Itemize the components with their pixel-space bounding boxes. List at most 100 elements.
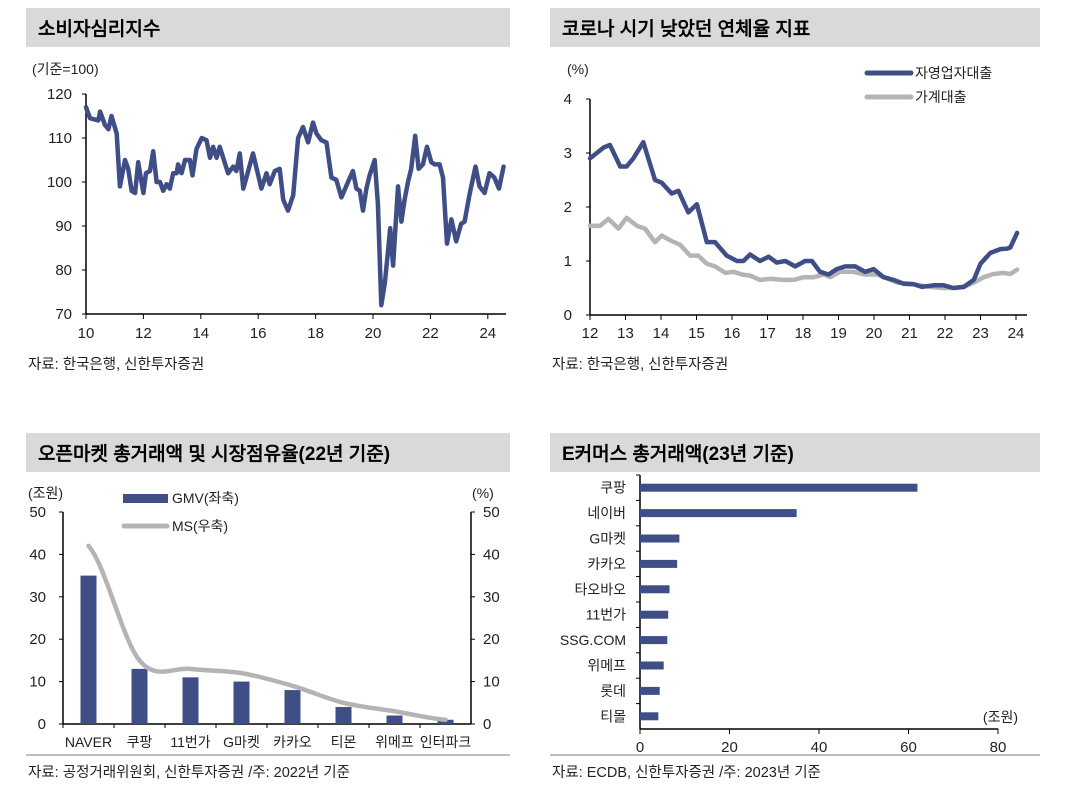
y-tick-label: 네이버 — [587, 505, 626, 521]
y-tick-label: SSG.COM — [560, 632, 626, 648]
y-tick-label: 40 — [29, 546, 46, 563]
x-tick-label: 카카오 — [273, 734, 312, 750]
bar-gmv — [640, 534, 680, 543]
x-tick-label: 티몬 — [331, 734, 357, 750]
y-tick-label: 4 — [564, 91, 572, 108]
bar-gmv — [386, 715, 403, 724]
source-note: 자료: ECDB, 신한투자증권 /주: 2023년 기준 — [552, 764, 821, 781]
x-tick-label: 16 — [724, 325, 741, 342]
y-tick-label: 3 — [564, 145, 572, 162]
y-tick-label: 1 — [564, 253, 572, 270]
y-tick-label: 11번가 — [586, 607, 626, 623]
chart-title: 소비자심리지수 — [38, 18, 160, 40]
bar-gmv — [640, 712, 659, 721]
bar-gmv — [131, 668, 148, 724]
y2-tick-label: 20 — [483, 631, 500, 648]
bar-gmv — [284, 690, 301, 724]
y-tick-label: 90 — [55, 218, 72, 235]
legend: 자영업자대출 가계대출 — [864, 65, 992, 105]
bar-gmv — [640, 509, 797, 518]
legend-label: 가계대출 — [915, 89, 967, 105]
legend: GMV(좌축) MS(우축) — [121, 490, 239, 534]
title-bar — [26, 433, 510, 472]
x-tick-label: 10 — [78, 325, 95, 342]
bar-gmv — [640, 636, 668, 645]
chart-title: 코로나 시기 낮았던 연체율 지표 — [562, 18, 810, 40]
y-tick-label: 30 — [29, 589, 46, 606]
chart-title: 오픈마켓 총거래액 및 시장점유율(22년 기준) — [38, 443, 390, 465]
y-tick-label: 50 — [29, 504, 46, 521]
y-tick-label: 80 — [55, 262, 72, 279]
bar-gmv — [640, 559, 678, 568]
x-tick-label: NAVER — [65, 734, 112, 750]
chart-title: E커머스 총거래액(23년 기준) — [562, 443, 794, 465]
y-tick-label: G마켓 — [589, 531, 626, 547]
y-tick-label: 2 — [564, 199, 572, 216]
x-tick-label: 12 — [582, 325, 599, 342]
x-tick-label: 80 — [990, 739, 1007, 756]
y-axis-unit: (기준=100) — [32, 61, 99, 77]
bar-gmv — [640, 610, 669, 619]
chart-open-market-gmv: 오픈마켓 총거래액 및 시장점유율(22년 기준) (조원) (%) 0 0 10 1… — [26, 433, 510, 781]
x-tick-label: 21 — [901, 325, 918, 342]
y-tick-label: 티몰 — [600, 708, 626, 724]
y-tick-label: 0 — [38, 716, 46, 733]
bar-gmv — [640, 483, 918, 492]
y-tick-label: 20 — [29, 631, 46, 648]
y2-tick-label: 0 — [483, 716, 491, 733]
series-line-household — [587, 215, 1020, 291]
series-line-self-employed — [587, 139, 1020, 291]
x-tick-label: 60 — [900, 739, 917, 756]
y-axis-unit: (%) — [567, 61, 589, 77]
legend-label: 자영업자대출 — [915, 65, 992, 81]
title-bar — [26, 8, 510, 47]
legend-label: MS(우축) — [172, 518, 228, 534]
x-tick-label: 18 — [307, 325, 324, 342]
x-tick-label: 22 — [422, 325, 439, 342]
x-tick-label: 22 — [937, 325, 954, 342]
series-line-ms — [86, 543, 448, 723]
source-note: 자료: 한국은행, 신한투자증권 — [552, 356, 728, 373]
source-note: 자료: 한국은행, 신한투자증권 — [28, 356, 204, 373]
y-tick-label: 120 — [47, 86, 72, 103]
x-tick-label: 24 — [479, 325, 496, 342]
y2-axis-unit: (%) — [472, 485, 494, 501]
legend-label: GMV(좌축) — [172, 490, 239, 506]
bar-gmv — [640, 585, 670, 594]
x-tick-label: 18 — [795, 325, 812, 342]
y-tick-label: 100 — [47, 174, 72, 191]
legend-swatch-gmv — [123, 494, 168, 503]
y-tick-label: 롯데 — [600, 683, 626, 699]
x-tick-label: 20 — [866, 325, 883, 342]
series-line-ccsi — [83, 104, 506, 308]
bar-gmv — [640, 661, 664, 670]
bar-gmv — [335, 707, 352, 724]
chart-consumer-sentiment: 소비자심리지수 (기준=100) 70 80 90 100 110 120 10 12 14 16… — [26, 8, 510, 373]
x-tick-label: 0 — [636, 739, 644, 756]
x-tick-label: G마켓 — [223, 734, 260, 750]
x-tick-label: 14 — [653, 325, 670, 342]
x-tick-label: 14 — [192, 325, 209, 342]
y-tick-label: 카카오 — [587, 556, 626, 572]
plot-area: 0 0 10 10 20 20 30 30 40 40 50 50 NAVER 쿠팡 11번가 G마켓 카카오 티… — [29, 504, 499, 750]
y2-tick-label: 30 — [483, 589, 500, 606]
y-axis-unit: (조원) — [28, 485, 63, 501]
x-tick-label: 15 — [688, 325, 705, 342]
bar-gmv — [640, 686, 660, 695]
x-tick-label: 20 — [721, 739, 738, 756]
x-tick-label: 20 — [365, 325, 382, 342]
y-tick-label: 타오바오 — [574, 581, 626, 597]
x-tick-label: 11번가 — [170, 734, 210, 750]
source-note: 자료: 공정거래위원회, 신한투자증권 /주: 2022년 기준 — [28, 764, 350, 781]
x-tick-label: 쿠팡 — [127, 734, 153, 750]
y-tick-label: 위메프 — [587, 658, 626, 674]
x-tick-label: 17 — [759, 325, 776, 342]
x-tick-label: 위메프 — [375, 734, 414, 750]
bar-gmv — [233, 681, 250, 724]
y-tick-label: 110 — [48, 130, 72, 147]
title-bar — [550, 433, 1040, 472]
